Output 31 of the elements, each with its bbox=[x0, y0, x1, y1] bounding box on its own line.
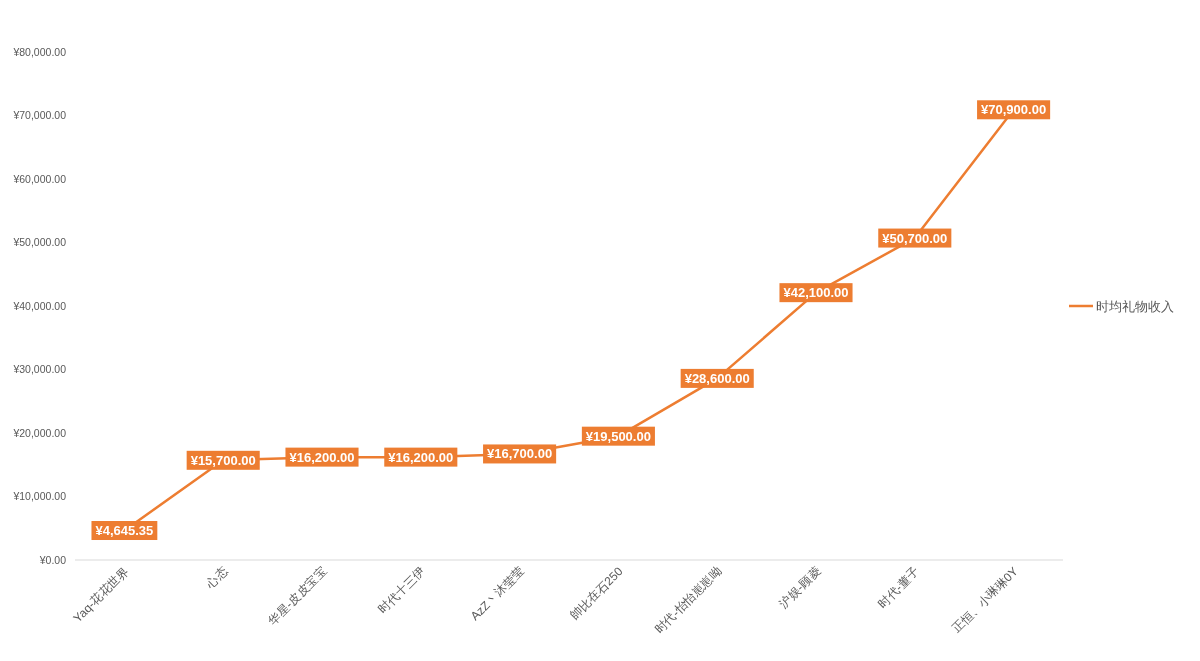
y-tick-label: ¥0.00 bbox=[38, 553, 67, 566]
data-label: ¥16,200.00 bbox=[285, 447, 359, 467]
data-label: ¥16,200.00 bbox=[384, 447, 458, 467]
x-tick-label: 心态 bbox=[202, 564, 231, 592]
y-tick-label: ¥60,000.00 bbox=[12, 172, 67, 185]
data-label: ¥4,645.35 bbox=[95, 523, 154, 538]
legend-label: 时均礼物收入 bbox=[1096, 299, 1174, 314]
data-label: ¥70,900.00 bbox=[977, 100, 1051, 120]
x-tick-label: 正恒、小琳琳0Y bbox=[949, 564, 1021, 636]
x-tick-label: 华星-皮皮宝宝 bbox=[265, 564, 330, 628]
legend-item: 时均礼物收入 bbox=[1069, 299, 1174, 314]
data-label: ¥28,600.00 bbox=[680, 368, 754, 388]
y-tick-label: ¥10,000.00 bbox=[12, 490, 67, 502]
data-label: ¥19,500.00 bbox=[581, 426, 655, 446]
x-tick-label: AzZ丶沐莹莹 bbox=[467, 564, 527, 624]
x-tick-label: 沪娱-顾菱 bbox=[776, 564, 824, 611]
y-tick-label: ¥80,000.00 bbox=[12, 45, 67, 58]
data-label: ¥42,100.00 bbox=[779, 283, 853, 303]
x-tick-label: 时代-董子 bbox=[875, 564, 922, 611]
x-tick-label: 帥比在石250 bbox=[567, 564, 626, 623]
y-tick-label: ¥70,000.00 bbox=[12, 109, 67, 121]
y-tick-label: ¥40,000.00 bbox=[12, 299, 67, 312]
data-label: ¥50,700.00 bbox=[878, 228, 952, 248]
data-label: ¥15,700.00 bbox=[186, 450, 260, 470]
x-tick-label: 时代-怡怡崽崽呦 bbox=[652, 564, 725, 637]
data-label: ¥16,700.00 bbox=[483, 444, 557, 464]
x-tick-label: 时代十三伊 bbox=[375, 564, 428, 617]
y-tick-label: ¥30,000.00 bbox=[12, 363, 67, 375]
y-tick-label: ¥20,000.00 bbox=[12, 426, 67, 439]
y-tick-label: ¥50,000.00 bbox=[12, 236, 67, 248]
data-label: ¥4,645.35 bbox=[91, 521, 158, 540]
